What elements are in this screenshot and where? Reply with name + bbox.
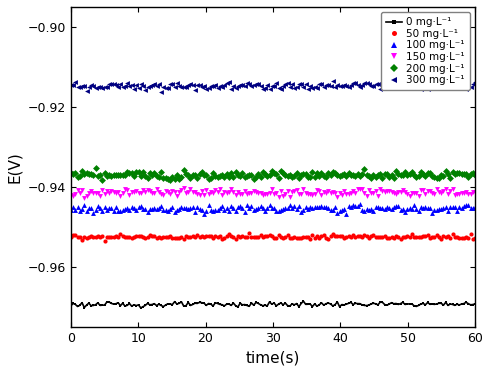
0 mg·L⁻¹ [74, 304, 80, 309]
150 mg·L⁻¹ [81, 196, 87, 201]
300 mg·L⁻¹ [472, 80, 478, 84]
300 mg·L⁻¹ [463, 87, 469, 92]
Y-axis label: E(V): E(V) [7, 151, 22, 183]
50 mg·L⁻¹ [154, 235, 160, 240]
0 mg·L⁻¹ [432, 302, 438, 307]
200 mg·L⁻¹ [472, 173, 478, 177]
50 mg·L⁻¹ [118, 232, 123, 236]
0 mg·L⁻¹ [223, 302, 229, 307]
300 mg·L⁻¹ [68, 83, 74, 87]
200 mg·L⁻¹ [68, 171, 74, 175]
Line: 100 mg·L⁻¹: 100 mg·L⁻¹ [68, 202, 478, 216]
200 mg·L⁻¹ [432, 174, 438, 179]
100 mg·L⁻¹ [432, 208, 438, 212]
Line: 300 mg·L⁻¹: 300 mg·L⁻¹ [68, 78, 478, 94]
50 mg·L⁻¹ [463, 235, 469, 239]
Line: 0 mg·L⁻¹: 0 mg·L⁻¹ [70, 300, 476, 309]
Line: 150 mg·L⁻¹: 150 mg·L⁻¹ [68, 185, 478, 201]
150 mg·L⁻¹ [472, 190, 478, 195]
300 mg·L⁻¹ [115, 85, 121, 90]
50 mg·L⁻¹ [74, 235, 80, 240]
0 mg·L⁻¹ [300, 299, 306, 304]
0 mg·L⁻¹ [154, 303, 160, 308]
Legend: 0 mg·L⁻¹, 50 mg·L⁻¹, 100 mg·L⁻¹, 150 mg·L⁻¹, 200 mg·L⁻¹, 300 mg·L⁻¹: 0 mg·L⁻¹, 50 mg·L⁻¹, 100 mg·L⁻¹, 150 mg·… [381, 12, 470, 90]
200 mg·L⁻¹ [93, 166, 98, 170]
Line: 200 mg·L⁻¹: 200 mg·L⁻¹ [68, 165, 478, 183]
300 mg·L⁻¹ [158, 90, 164, 94]
200 mg·L⁻¹ [463, 172, 469, 176]
150 mg·L⁻¹ [74, 188, 80, 193]
50 mg·L⁻¹ [223, 234, 229, 238]
200 mg·L⁻¹ [154, 174, 160, 179]
200 mg·L⁻¹ [118, 173, 123, 177]
100 mg·L⁻¹ [343, 212, 349, 216]
150 mg·L⁻¹ [226, 190, 232, 194]
0 mg·L⁻¹ [68, 304, 74, 308]
50 mg·L⁻¹ [68, 234, 74, 239]
200 mg·L⁻¹ [74, 175, 80, 179]
150 mg·L⁻¹ [154, 187, 160, 191]
0 mg·L⁻¹ [138, 306, 144, 310]
0 mg·L⁻¹ [115, 301, 121, 305]
50 mg·L⁻¹ [246, 231, 252, 235]
300 mg·L⁻¹ [151, 82, 157, 87]
Line: 50 mg·L⁻¹: 50 mg·L⁻¹ [69, 231, 477, 243]
200 mg·L⁻¹ [167, 178, 173, 183]
100 mg·L⁻¹ [221, 208, 227, 212]
100 mg·L⁻¹ [357, 202, 363, 206]
100 mg·L⁻¹ [74, 205, 80, 210]
300 mg·L⁻¹ [74, 84, 80, 89]
50 mg·L⁻¹ [102, 238, 108, 243]
100 mg·L⁻¹ [151, 206, 157, 211]
300 mg·L⁻¹ [330, 79, 336, 83]
150 mg·L⁻¹ [181, 185, 187, 190]
150 mg·L⁻¹ [432, 192, 438, 197]
100 mg·L⁻¹ [472, 205, 478, 209]
50 mg·L⁻¹ [472, 235, 478, 240]
300 mg·L⁻¹ [223, 80, 229, 85]
0 mg·L⁻¹ [463, 300, 469, 305]
300 mg·L⁻¹ [432, 84, 438, 88]
150 mg·L⁻¹ [118, 193, 123, 198]
X-axis label: time(s): time(s) [246, 350, 300, 365]
0 mg·L⁻¹ [472, 302, 478, 306]
150 mg·L⁻¹ [463, 190, 469, 194]
150 mg·L⁻¹ [68, 193, 74, 197]
100 mg·L⁻¹ [463, 203, 469, 207]
100 mg·L⁻¹ [115, 208, 121, 213]
100 mg·L⁻¹ [68, 207, 74, 212]
50 mg·L⁻¹ [432, 235, 438, 239]
200 mg·L⁻¹ [226, 175, 232, 180]
